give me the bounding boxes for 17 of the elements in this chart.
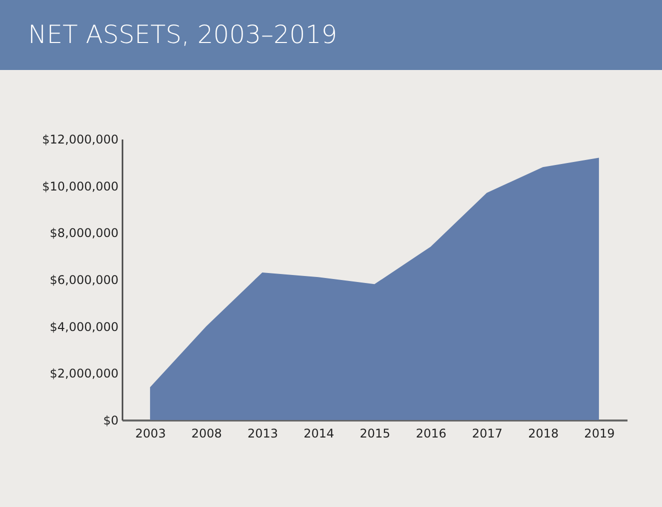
x-tick-label: 2013: [248, 426, 278, 440]
x-tick-label: 2017: [472, 426, 502, 440]
x-tick-label: 2019: [584, 426, 615, 440]
y-tick-label: $2,000,000: [50, 366, 118, 381]
chart-title: NET ASSETS, 2003–2019: [0, 0, 662, 70]
y-tick-label: $12,000,000: [42, 132, 118, 146]
y-tick-label: $8,000,000: [50, 226, 118, 240]
y-tick-label: $0: [103, 414, 118, 428]
x-tick-label: 2016: [416, 426, 446, 440]
y-tick-label: $6,000,000: [50, 273, 118, 287]
x-tick-label: 2008: [191, 426, 222, 440]
y-tick-label: $10,000,000: [42, 179, 118, 194]
x-tick-label: 2003: [135, 426, 166, 440]
x-tick-label: 2015: [360, 426, 390, 440]
y-tick-label: $4,000,000: [50, 320, 118, 334]
x-tick-label: 2018: [528, 426, 559, 440]
x-tick-label: 2014: [304, 426, 334, 440]
